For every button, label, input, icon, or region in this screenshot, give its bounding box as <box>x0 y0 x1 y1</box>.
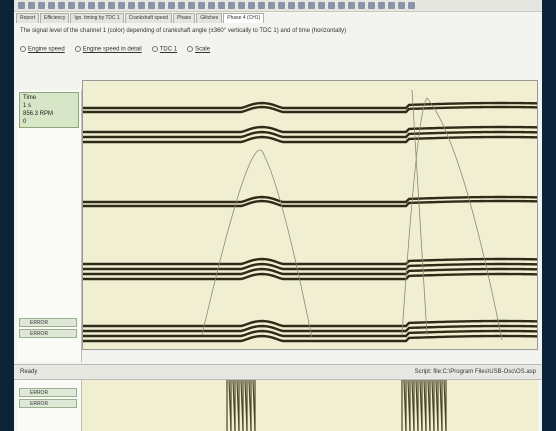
plot-background <box>82 80 538 350</box>
phase-plot-lower <box>82 380 538 431</box>
toolbar-icon[interactable] <box>88 2 95 9</box>
tab[interactable]: Glitches <box>196 13 222 23</box>
toolbar-icon[interactable] <box>238 2 245 9</box>
toolbar-icon[interactable] <box>368 2 375 9</box>
toolbar-icon[interactable] <box>78 2 85 9</box>
toolbar-icon[interactable] <box>308 2 315 9</box>
tab[interactable]: Report <box>16 13 39 23</box>
toolbar-icon[interactable] <box>38 2 45 9</box>
toolbar-icon[interactable] <box>178 2 185 9</box>
toolbar-icon[interactable] <box>98 2 105 9</box>
toolbar-icon[interactable] <box>128 2 135 9</box>
toolbar-icon[interactable] <box>218 2 225 9</box>
status-text: Ready <box>20 365 37 379</box>
toolbar-icon[interactable] <box>198 2 205 9</box>
screen: ReportEfficiencyIgn. timing by TDC 1Cran… <box>0 0 556 431</box>
toolbar-icon[interactable] <box>188 2 195 9</box>
tab[interactable]: Phase 4 (CH1) <box>223 13 264 23</box>
toolbar-icon[interactable] <box>168 2 175 9</box>
toolbar-icon[interactable] <box>248 2 255 9</box>
status-bar: Ready Script: file:C:\Program Files\USB-… <box>14 364 542 380</box>
toolbar-icon[interactable] <box>348 2 355 9</box>
view-option[interactable]: TDC 1 <box>152 46 177 53</box>
side-button[interactable]: ERROR <box>19 329 77 338</box>
side-button[interactable]: ERROR <box>19 388 77 397</box>
toolbar-icon[interactable] <box>58 2 65 9</box>
view-option[interactable]: Scale <box>187 46 210 53</box>
toolbar <box>14 0 542 12</box>
toolbar-icon[interactable] <box>18 2 25 9</box>
tab[interactable]: Ign. timing by TDC 1 <box>70 13 123 23</box>
toolbar-icon[interactable] <box>398 2 405 9</box>
toolbar-icon[interactable] <box>138 2 145 9</box>
info-line: Time <box>23 94 75 102</box>
description: The signal level of the channel 1 (color… <box>20 27 530 35</box>
toolbar-icon[interactable] <box>208 2 215 9</box>
toolbar-icon[interactable] <box>358 2 365 9</box>
toolbar-icon[interactable] <box>328 2 335 9</box>
toolbar-icon[interactable] <box>378 2 385 9</box>
toolbar-icon[interactable] <box>258 2 265 9</box>
toolbar-icon[interactable] <box>298 2 305 9</box>
toolbar-icon[interactable] <box>318 2 325 9</box>
script-path: Script: file:C:\Program Files\USB-Osc\OS… <box>415 365 536 379</box>
tab[interactable]: Crankshaft speed <box>125 13 172 23</box>
toolbar-icon[interactable] <box>228 2 235 9</box>
toolbar-icon[interactable] <box>48 2 55 9</box>
view-option[interactable]: Engine speed in detail <box>75 46 142 53</box>
phase-plot <box>82 80 538 350</box>
view-options: Engine speed Engine speed in detail TDC 1 S… <box>20 46 220 53</box>
toolbar-icon[interactable] <box>118 2 125 9</box>
toolbar-icon[interactable] <box>288 2 295 9</box>
toolbar-icon[interactable] <box>408 2 415 9</box>
plot-background <box>82 380 538 431</box>
toolbar-icon[interactable] <box>28 2 35 9</box>
toolbar-icon[interactable] <box>278 2 285 9</box>
side-panel-lower: ERROR ERROR <box>17 380 82 431</box>
toolbar-icon[interactable] <box>268 2 275 9</box>
view-option[interactable]: Engine speed <box>20 46 65 53</box>
side-button[interactable]: ERROR <box>19 399 77 408</box>
toolbar-icon[interactable] <box>388 2 395 9</box>
info-line: 1 s <box>23 102 75 110</box>
info-line: 0 <box>23 118 75 126</box>
tab[interactable]: Phase <box>173 13 195 23</box>
side-button[interactable]: ERROR <box>19 318 77 327</box>
info-line: 856.3 RPM <box>23 110 75 118</box>
toolbar-icon[interactable] <box>158 2 165 9</box>
tab[interactable]: Efficiency <box>40 13 69 23</box>
toolbar-icon[interactable] <box>108 2 115 9</box>
toolbar-icon[interactable] <box>68 2 75 9</box>
toolbar-icon[interactable] <box>148 2 155 9</box>
toolbar-icon[interactable] <box>338 2 345 9</box>
